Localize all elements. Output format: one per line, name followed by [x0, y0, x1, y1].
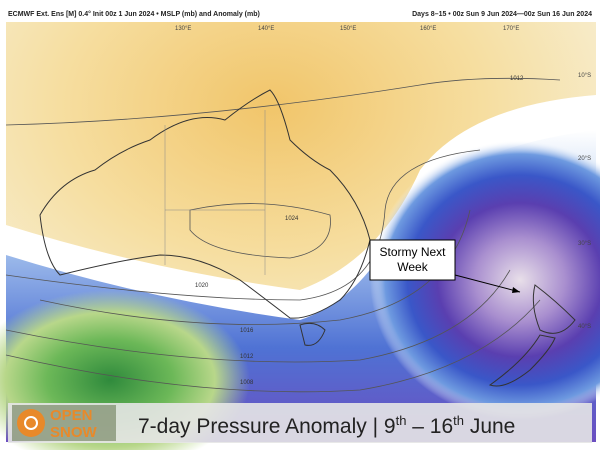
arrowhead [512, 287, 520, 293]
caption-bar: OPEN SNOW 7-day Pressure Anomaly | 9th –… [8, 403, 592, 443]
longitude-label: 140°E [258, 26, 274, 32]
latitude-label: 40°S [578, 324, 591, 330]
latitude-label: 20°S [578, 156, 591, 162]
header-right: Days 8–15 • 00z Sun 9 Jun 2024—00z Sun 1… [412, 11, 592, 18]
coastlines [39, 89, 576, 387]
caption-text: June [464, 415, 515, 438]
caption: 7-day Pressure Anomaly | 9th – 16th June [138, 413, 515, 438]
caption-text: 7-day Pressure Anomaly | 9 [138, 415, 396, 438]
annotation-arrow [454, 274, 521, 293]
contour-label: 1020 [195, 283, 209, 289]
graticule-labels: 130°E 140°E 150°E 160°E 170°E 10°S 20°S … [175, 26, 591, 330]
annotation-wrap: Stormy Next Week [379, 245, 446, 274]
caption-text: – 16 [406, 415, 453, 438]
low-pressure-center [370, 140, 600, 420]
longitude-label: 130°E [175, 26, 191, 32]
longitude-label: 150°E [340, 26, 356, 32]
contour-label: 1016 [240, 328, 254, 334]
header-left: ECMWF Ext. Ens [M] 0.4° Init 00z 1 Jun 2… [8, 10, 260, 18]
logo-text: OPEN [50, 407, 93, 424]
logo-text: SNOW [50, 424, 98, 441]
map: 130°E 140°E 150°E 160°E 170°E 10°S 20°S … [0, 22, 600, 450]
latitude-label: 30°S [578, 241, 591, 247]
contour-labels: 1012 1024 1020 1016 1012 1008 [195, 76, 524, 386]
caption-superscript: th [453, 413, 464, 428]
logo-icon [17, 409, 45, 437]
annotation-text: Stormy Next Week [379, 245, 446, 274]
longitude-label: 170°E [503, 26, 519, 32]
caption-superscript: th [396, 413, 407, 428]
contour-label: 1012 [240, 354, 254, 360]
contour-label: 1012 [510, 76, 524, 82]
longitude-label: 160°E [420, 26, 436, 32]
borders [164, 110, 266, 275]
logo-icon-ring [24, 416, 38, 430]
latitude-label: 10°S [578, 73, 591, 79]
contour-label: 1008 [240, 380, 254, 386]
annotation-box [369, 239, 456, 281]
contour-label: 1024 [285, 216, 299, 222]
